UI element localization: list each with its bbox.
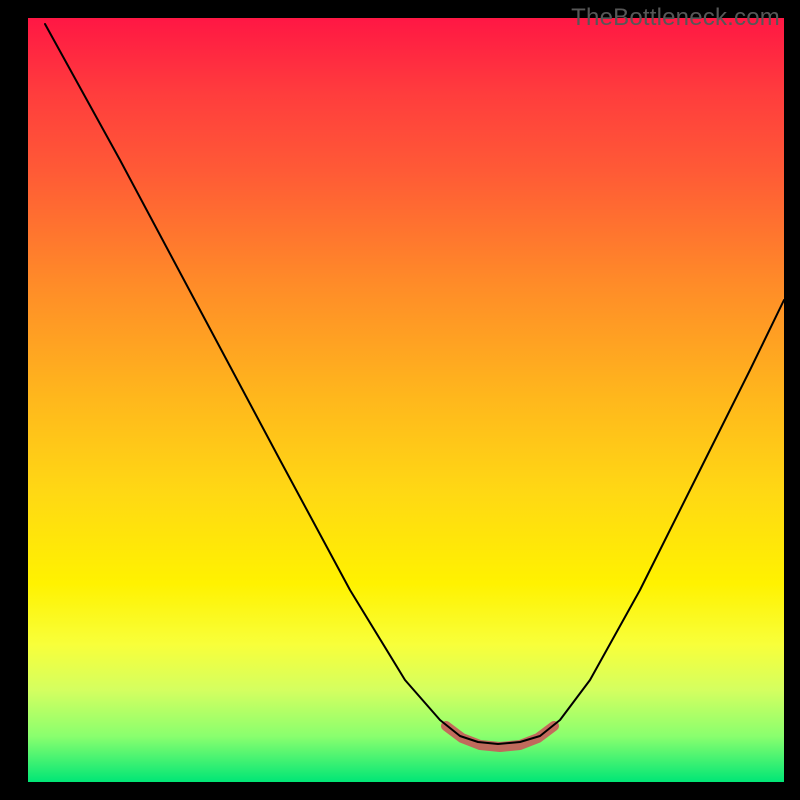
chart-container: TheBottleneck.com bbox=[0, 0, 800, 800]
main-curve bbox=[45, 24, 784, 744]
chart-svg bbox=[0, 0, 800, 800]
